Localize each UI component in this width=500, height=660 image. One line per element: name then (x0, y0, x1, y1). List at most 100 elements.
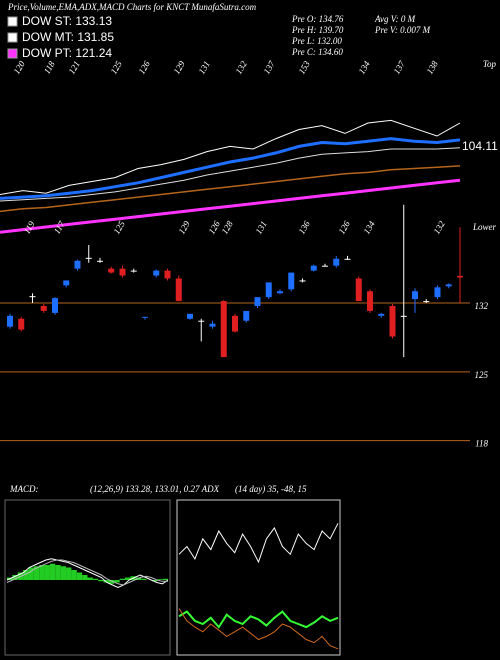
histogram-bar (23, 570, 29, 580)
y-tick-label: 125 (475, 370, 489, 380)
macd-frame (4, 499, 171, 656)
histogram-bar (98, 580, 104, 582)
macd-params: (12,26,9) 133.28, 133.01, 0.27 ADX (90, 484, 220, 494)
candle-body (254, 297, 261, 306)
candle-body (198, 320, 205, 322)
candle-body (85, 257, 92, 259)
candle-body (423, 301, 430, 303)
candle-body (434, 287, 441, 298)
histogram-bar (108, 580, 115, 584)
histogram-bar (49, 563, 56, 580)
candle-body (288, 272, 295, 290)
candle-body (130, 270, 137, 272)
legend-label: DOW PT: 121.24 (22, 46, 112, 60)
adx-title: (14 day) 35, -48, 15 (235, 484, 307, 494)
candle-body (187, 313, 193, 319)
series-line (178, 610, 339, 629)
series-line (6, 558, 169, 589)
candle-body (445, 284, 452, 287)
candle-body (344, 258, 351, 260)
candle-body (367, 291, 373, 311)
series-line (0, 137, 461, 200)
candle-body (18, 318, 25, 330)
series-line (178, 523, 339, 564)
histogram-bar (28, 567, 34, 580)
histogram-bar (76, 572, 83, 580)
y-tick-label: 132 (475, 301, 489, 311)
legend-label: DOW ST: 133.13 (22, 14, 112, 28)
row-label: 126 (336, 219, 352, 236)
row-label: 131 (196, 59, 211, 76)
corner-label: Lower (472, 222, 497, 232)
row-label: 119 (22, 219, 37, 236)
row-label: 134 (361, 219, 377, 236)
row-label: 134 (356, 59, 372, 76)
stat: Pre C: 134.60 (291, 47, 343, 57)
row-label: 121 (66, 59, 81, 76)
series-line (0, 119, 461, 195)
series-line (0, 165, 461, 213)
candle-body (412, 291, 418, 300)
candle-body (52, 298, 58, 313)
histogram-bar (151, 580, 158, 582)
row-label: 117 (52, 219, 67, 236)
candle-body (389, 306, 396, 337)
candle-body (333, 258, 340, 266)
histogram-bar (119, 578, 126, 580)
stat: Pre H: 139.70 (291, 25, 344, 35)
candle-body (63, 280, 70, 286)
histogram-bar (12, 575, 18, 580)
candle-body (299, 280, 306, 282)
candle-body (355, 278, 362, 302)
row-label: 137 (391, 59, 407, 76)
row-label: 126 (206, 219, 222, 236)
candle-body (400, 315, 407, 317)
histogram-bar (55, 565, 61, 580)
histogram-bar (162, 578, 168, 580)
candle-body (310, 265, 317, 271)
stat: Pre V: 0.007 M (374, 25, 431, 35)
candle-body (175, 278, 182, 302)
row-label: 132 (233, 59, 249, 76)
legend-swatch (7, 32, 18, 43)
histogram-bar (33, 566, 40, 580)
histogram-bar (60, 566, 67, 580)
legend-swatch (7, 48, 18, 59)
page-title: Price,Volume,EMA,ADX,MACD Charts for KNC… (7, 2, 257, 12)
candle-body (97, 260, 103, 262)
stat: Pre L: 132.00 (291, 36, 342, 46)
histogram-bar (87, 577, 93, 580)
last-value: 104.11 (462, 139, 498, 153)
candle-body (29, 296, 36, 298)
candle-body (209, 323, 216, 327)
legend-swatch (7, 16, 18, 27)
candle-body (322, 265, 328, 267)
candle-body (243, 310, 250, 321)
candle-body (220, 301, 227, 358)
candle-body (74, 260, 81, 269)
candle-body (164, 270, 171, 279)
row-label: 129 (171, 59, 187, 76)
row-label: 120 (11, 59, 27, 76)
row-label: 138 (424, 59, 440, 76)
legend-label: DOW MT: 131.85 (22, 30, 114, 44)
histogram-bar (125, 577, 131, 580)
stat: Avg V: 0 M (374, 14, 416, 24)
row-label: 125 (108, 59, 124, 76)
candle-body (142, 316, 148, 318)
row-label: 118 (42, 59, 57, 76)
row-label: 125 (111, 219, 127, 236)
candle-body (265, 282, 272, 298)
candle-body (153, 270, 160, 276)
histogram-bar (141, 578, 147, 580)
row-label: 153 (296, 59, 312, 76)
histogram-bar (82, 575, 88, 580)
histogram-bar (66, 567, 72, 580)
candle-body (277, 291, 283, 294)
histogram-bar (44, 565, 50, 580)
stat: Pre O: 134.76 (291, 14, 344, 24)
histogram-bar (92, 578, 99, 580)
candle-body (7, 315, 13, 327)
y-tick-label: 118 (475, 439, 488, 449)
